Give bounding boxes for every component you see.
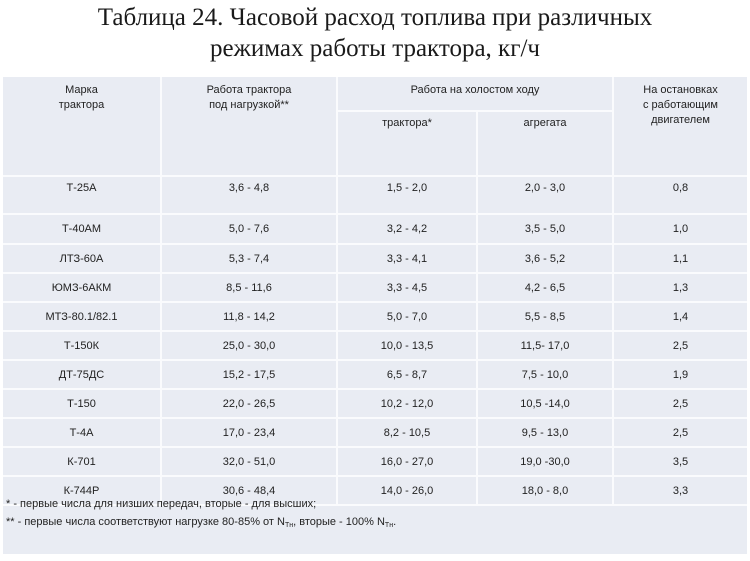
- header-idle-group: Работа на холостом ходу: [336, 77, 614, 113]
- table-row: Т-40АМ 5,0 - 7,6 3,2 - 4,2 3,5 - 5,0 1,0: [3, 213, 747, 245]
- cell-idle-tractor: 5,0 - 7,0: [336, 301, 478, 332]
- cell-brand: К-744Р: [3, 475, 162, 506]
- cell-load: 3,6 - 4,8: [160, 175, 338, 215]
- header-load-line-2: под нагрузкой**: [209, 99, 289, 111]
- cell-idle-tractor: 14,0 - 26,0: [336, 475, 478, 506]
- header-brand-line-2: трактора: [58, 99, 105, 111]
- table-row: Т-150 22,0 - 26,5 10,2 - 12,0 10,5 -14,0…: [3, 388, 747, 419]
- cell-load: 15,2 - 17,5: [160, 359, 338, 390]
- header-stops-line-1: На остановках: [643, 84, 718, 96]
- table-row: Т-150К 25,0 - 30,0 10,0 - 13,5 11,5- 17,…: [3, 330, 747, 361]
- cell-brand: К-701: [3, 446, 162, 477]
- table-title-line-2: режимах работы трактора, кг/ч: [210, 35, 540, 62]
- table-row: Т-4А 17,0 - 23,4 8,2 - 10,5 9,5 - 13,0 2…: [3, 417, 747, 448]
- cell-idle-tractor: 1,5 - 2,0: [336, 175, 478, 215]
- cell-brand: Т-40АМ: [3, 213, 162, 245]
- header-stops-line-3: двигателем: [651, 114, 710, 126]
- cell-idle-unit: 3,6 - 5,2: [476, 243, 614, 274]
- fuel-consumption-table: Марка трактора Работа трактора под нагру…: [3, 77, 747, 506]
- cell-load: 30,6 - 48,4: [160, 475, 338, 506]
- header-brand-line-1: Марка: [65, 84, 98, 96]
- cell-idle-unit: 7,5 - 10,0: [476, 359, 614, 390]
- table-row: ДТ-75ДС 15,2 - 17,5 6,5 - 8,7 7,5 - 10,0…: [3, 359, 747, 390]
- cell-stops: 0,8: [612, 175, 747, 215]
- cell-idle-tractor: 10,0 - 13,5: [336, 330, 478, 361]
- header-row-2: трактора* агрегата: [3, 110, 747, 177]
- cell-idle-tractor: 6,5 - 8,7: [336, 359, 478, 390]
- footnote-2-text-b: , вторые - 100% N: [293, 516, 385, 528]
- table-title: Таблица 24. Часовой расход топлива при р…: [0, 2, 750, 64]
- cell-stops: 2,5: [612, 417, 747, 448]
- header-idle-tractor: трактора*: [337, 110, 478, 177]
- footnote-2-subscript-1: Тн: [284, 522, 294, 529]
- cell-brand: ЮМЗ-6АКМ: [3, 272, 162, 303]
- table-row: Т-25А 3,6 - 4,8 1,5 - 2,0 2,0 - 3,0 0,8: [3, 175, 747, 215]
- cell-idle-unit: 19,0 -30,0: [476, 446, 614, 477]
- cell-load: 25,0 - 30,0: [160, 330, 338, 361]
- header-load: Работа трактора под нагрузкой**: [160, 77, 338, 177]
- footnote-1: * - первые числа для низших передач, вто…: [6, 498, 317, 510]
- header-row-1: Марка трактора Работа трактора под нагру…: [3, 77, 747, 177]
- cell-idle-tractor: 3,3 - 4,5: [336, 272, 478, 303]
- cell-idle-unit: 5,5 - 8,5: [476, 301, 614, 332]
- cell-stops: 1,3: [612, 272, 747, 303]
- footnotes: * - первые числа для низших передач, вто…: [6, 495, 396, 535]
- header-idle-unit: агрегата: [476, 110, 613, 177]
- cell-brand: Т-150К: [3, 330, 162, 361]
- cell-stops: 1,4: [612, 301, 747, 332]
- cell-idle-unit: 4,2 - 6,5: [476, 272, 614, 303]
- header-brand: Марка трактора: [3, 77, 162, 177]
- cell-idle-tractor: 3,3 - 4,1: [336, 243, 478, 274]
- table-row: ЮМЗ-6АКМ 8,5 - 11,6 3,3 - 4,5 4,2 - 6,5 …: [3, 272, 747, 303]
- cell-idle-tractor: 16,0 - 27,0: [336, 446, 478, 477]
- cell-brand: Т-25А: [3, 175, 162, 215]
- cell-load: 22,0 - 26,5: [160, 388, 338, 419]
- cell-stops: 1,0: [612, 213, 747, 245]
- cell-idle-tractor: 8,2 - 10,5: [336, 417, 478, 448]
- footnote-2-text-c: .: [393, 516, 397, 528]
- header-stops-line-2: с работающим: [642, 99, 718, 111]
- cell-idle-unit: 10,5 -14,0: [476, 388, 614, 419]
- table-row: ЛТЗ-60А 5,3 - 7,4 3,3 - 4,1 3,6 - 5,2 1,…: [3, 243, 747, 274]
- footnote-2-subscript-2: Тн: [384, 522, 394, 529]
- cell-idle-tractor: 3,2 - 4,2: [336, 213, 478, 245]
- cell-load: 5,3 - 7,4: [160, 243, 338, 274]
- table-row: К-744Р 30,6 - 48,4 14,0 - 26,0 18,0 - 8,…: [3, 475, 747, 506]
- cell-stops: 1,1: [612, 243, 747, 274]
- cell-stops: 3,5: [612, 446, 747, 477]
- cell-load: 5,0 - 7,6: [160, 213, 338, 245]
- table-row: МТЗ-80.1/82.1 11,8 - 14,2 5,0 - 7,0 5,5 …: [3, 301, 747, 332]
- header-load-line-1: Работа трактора: [206, 84, 292, 96]
- cell-stops: 1,9: [612, 359, 747, 390]
- cell-load: 17,0 - 23,4: [160, 417, 338, 448]
- cell-load: 8,5 - 11,6: [160, 272, 338, 303]
- cell-idle-unit: 3,5 - 5,0: [476, 213, 614, 245]
- cell-idle-unit: 9,5 - 13,0: [476, 417, 614, 448]
- cell-brand: МТЗ-80.1/82.1: [3, 301, 162, 332]
- cell-brand: Т-150: [3, 388, 162, 419]
- footnote-2-text-a: ** - первые числа соответствуют нагрузке…: [6, 516, 285, 528]
- cell-load: 32,0 - 51,0: [160, 446, 338, 477]
- table-title-line-1: Таблица 24. Часовой расход топлива при р…: [97, 4, 653, 31]
- cell-stops: 2,5: [612, 330, 747, 361]
- cell-load: 11,8 - 14,2: [160, 301, 338, 332]
- footnote-2: ** - первые числа соответствуют нагрузке…: [6, 513, 396, 535]
- cell-brand: ЛТЗ-60А: [3, 243, 162, 274]
- table-row: К-701 32,0 - 51,0 16,0 - 27,0 19,0 -30,0…: [3, 446, 747, 477]
- cell-idle-unit: 18,0 - 8,0: [476, 475, 614, 506]
- cell-idle-unit: 2,0 - 3,0: [476, 175, 614, 215]
- cell-idle-unit: 11,5- 17,0: [476, 330, 614, 361]
- cell-stops: 3,3: [612, 475, 747, 506]
- cell-stops: 2,5: [612, 388, 747, 419]
- cell-brand: Т-4А: [3, 417, 162, 448]
- header-stops: На остановках с работающим двигателем: [612, 77, 747, 177]
- cell-brand: ДТ-75ДС: [3, 359, 162, 390]
- cell-idle-tractor: 10,2 - 12,0: [336, 388, 478, 419]
